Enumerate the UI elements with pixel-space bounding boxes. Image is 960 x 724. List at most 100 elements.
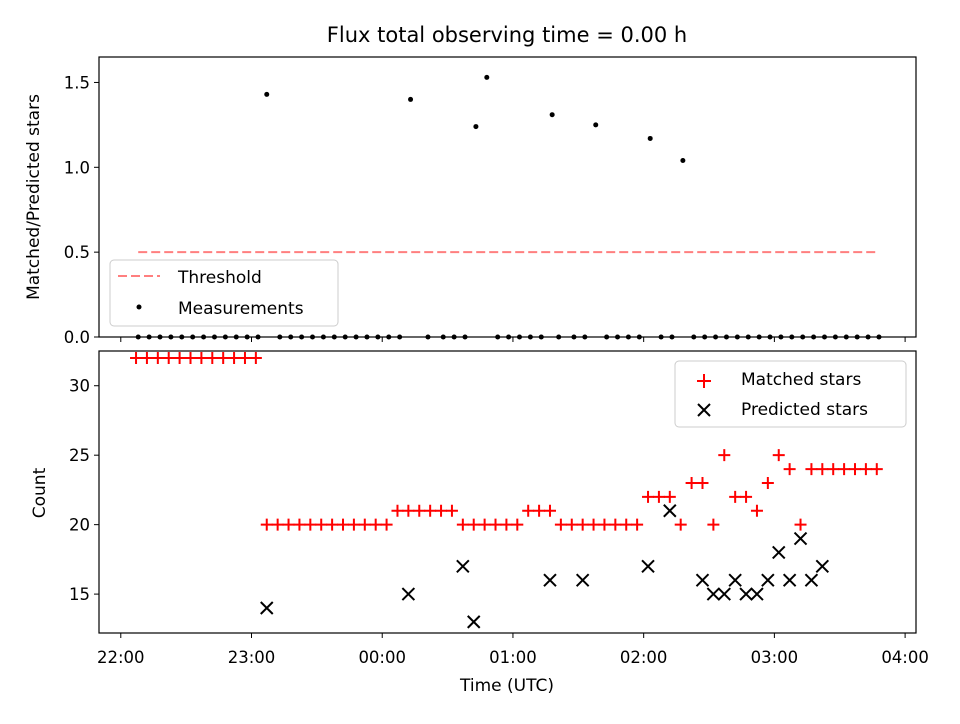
predicted-star-point [728, 573, 742, 587]
measurement-point [647, 135, 653, 141]
matched-star-point [424, 504, 437, 517]
bottom-panel: 15 20 25 30 22:00 23:00 00:00 01:00 02:00 03:00 0… [30, 350, 929, 696]
matched-star-point [685, 476, 698, 489]
matched-star-point [750, 504, 763, 517]
bottom-legend: Matched stars Predicted stars [674, 360, 907, 428]
measurement-point [408, 96, 414, 102]
predicted-star-point [761, 573, 775, 587]
matched-star-point [576, 518, 589, 531]
matched-star-point [511, 518, 524, 531]
matched-star-point [696, 476, 709, 489]
predicted-star-point [782, 573, 797, 587]
predicted-star-point [706, 587, 721, 601]
bottom-y-tick-label: 25 [69, 446, 90, 465]
matched-star-point [794, 518, 807, 531]
matched-star-point [347, 518, 360, 531]
x-tick-label: 23:00 [228, 648, 276, 667]
matched-star-point [848, 463, 861, 476]
top-y-tick-label: 1.0 [64, 158, 90, 177]
top-panel: 0.0 0.5 1.0 1.5 Matched/Predicted stars Thr… [24, 56, 917, 347]
matched-star-point [173, 351, 186, 364]
measurement-point [484, 74, 490, 80]
matched-star-point [642, 490, 655, 503]
bottom-y-axis: 15 20 25 30 [69, 377, 99, 604]
bottom-y-tick-label: 15 [69, 585, 90, 604]
matched-star-point [783, 463, 796, 476]
measurements-legend-label: Measurements [178, 299, 304, 319]
matched-star-point [729, 490, 742, 503]
matched-star-point [304, 518, 317, 531]
matched-star-point [413, 504, 426, 517]
top-y-axis: 0.0 0.5 1.0 1.5 [64, 73, 99, 347]
x-tick-label: 02:00 [620, 648, 668, 667]
top-x-axis [120, 337, 906, 342]
predicted-star-point [260, 601, 274, 615]
matched-star-point [827, 463, 840, 476]
chart-title: Flux total observing time = 0.00 h [327, 23, 687, 47]
matched-star-point [478, 518, 491, 531]
predicted-star-point [717, 587, 731, 601]
matched-star-point [467, 518, 480, 531]
matched-star-point [805, 463, 818, 476]
top-legend-box [109, 259, 339, 327]
predicted-star-point [750, 587, 764, 601]
measurement-point [680, 158, 686, 164]
top-y-axis-label: Matched/Predicted stars [24, 94, 44, 300]
predicted-star-point [793, 531, 808, 546]
matched-star-point [260, 518, 273, 531]
matched-star-point [217, 351, 230, 364]
matched-legend-label: Matched stars [741, 370, 861, 390]
x-tick-label: 00:00 [358, 648, 406, 667]
matched-star-point [445, 504, 458, 517]
predicted-legend-label: Predicted stars [741, 400, 868, 420]
x-axis-label: Time (UTC) [459, 676, 554, 696]
matched-star-point [315, 518, 328, 531]
predicted-star-point [772, 545, 786, 560]
matched-star-point [228, 351, 241, 364]
matched-star-point [652, 490, 665, 503]
measurement-point [473, 124, 479, 130]
top-y-tick-label: 1.5 [64, 73, 90, 92]
matched-star-point [184, 351, 197, 364]
matched-star-point [293, 518, 306, 531]
top-y-tick-label: 0.0 [64, 328, 90, 347]
bottom-legend-box [674, 360, 907, 428]
matched-star-point [249, 351, 262, 364]
matched-star-point [859, 463, 872, 476]
predicted-star-point [467, 615, 481, 629]
x-tick-label: 01:00 [489, 648, 537, 667]
matched-star-point [565, 518, 578, 531]
measurement-point [549, 112, 555, 118]
matched-star-point [369, 518, 382, 531]
matched-star-point [435, 504, 448, 517]
predicted-star-point [641, 559, 655, 574]
predicted-star-point [815, 559, 830, 574]
matched-star-point [631, 518, 644, 531]
x-tick-label: 22:00 [97, 648, 145, 667]
bottom-y-tick-label: 30 [69, 377, 90, 396]
predicted-star-point [401, 587, 416, 601]
x-tick-label: 04:00 [881, 648, 929, 667]
bottom-x-axis: 22:00 23:00 00:00 01:00 02:00 03:00 04:00 [97, 633, 929, 667]
matched-star-point [761, 476, 774, 489]
matched-star-point [870, 463, 883, 476]
predicted-star-point [739, 587, 753, 601]
matched-star-point [674, 518, 687, 531]
bottom-plot-marks [130, 351, 883, 629]
matched-star-point [663, 490, 676, 503]
matched-star-point [816, 463, 829, 476]
matched-star-point [130, 351, 143, 364]
matched-star-point [402, 504, 415, 517]
matched-star-point [238, 351, 251, 364]
predicted-star-point [663, 504, 677, 518]
measurements-legend-marker [136, 304, 142, 310]
bottom-y-axis-label: Count [30, 467, 50, 518]
matched-star-point [151, 351, 164, 364]
matched-star-point [337, 518, 350, 531]
matched-star-point [543, 504, 556, 517]
matched-star-point [206, 351, 219, 364]
matched-star-point [326, 518, 339, 531]
matched-star-point [195, 351, 208, 364]
